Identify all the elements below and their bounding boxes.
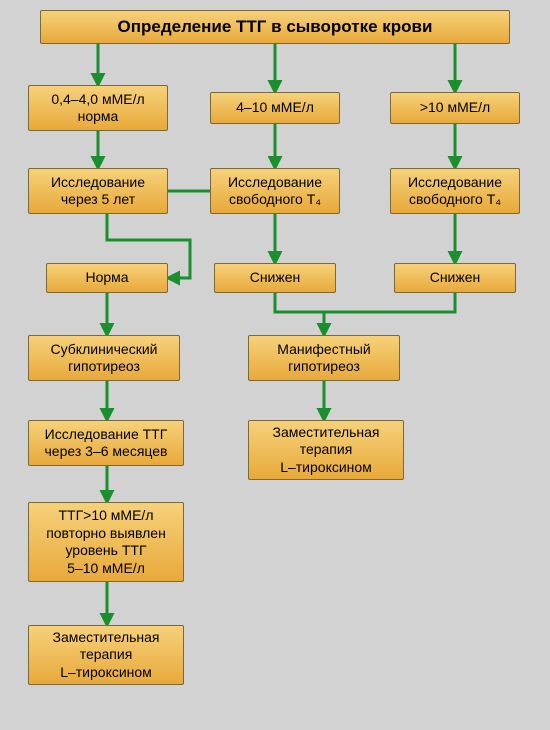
node-invt4a: Исследование свободного Т₄ xyxy=(210,168,340,214)
node-subclin: Субклинический гипотиреоз xyxy=(28,335,180,381)
node-label: Манифестный гипотиреоз xyxy=(277,341,371,376)
node-label: Субклинический гипотиреоз xyxy=(51,341,158,376)
node-range2: 4–10 мМЕ/л xyxy=(210,92,340,124)
node-range3: >10 мМЕ/л xyxy=(390,92,520,124)
node-label: >10 мМЕ/л xyxy=(420,99,490,117)
edge xyxy=(275,293,324,335)
node-label: ТТГ>10 мМЕ/л повторно выявлен уровень ТТ… xyxy=(46,507,166,577)
node-label: Снижен xyxy=(430,269,481,287)
node-therapy2: Заместительная терапия L–тироксином xyxy=(248,420,404,480)
node-title: Определение ТТГ в сыворотке крови xyxy=(40,10,510,44)
node-therapy1: Заместительная терапия L–тироксином xyxy=(28,625,184,685)
node-label: 0,4–4,0 мМЕ/л норма xyxy=(51,91,144,126)
node-low2: Снижен xyxy=(394,263,516,293)
node-low1: Снижен xyxy=(214,263,336,293)
node-label: Исследование свободного Т₄ xyxy=(228,174,322,209)
flowchart-canvas: Определение ТТГ в сыворотке крови 0,4–4,0… xyxy=(0,0,550,730)
node-label: Определение ТТГ в сыворотке крови xyxy=(118,16,433,37)
node-label: Исследование ТТГ через 3–6 месяцев xyxy=(45,426,168,461)
node-label: 4–10 мМЕ/л xyxy=(236,99,314,117)
node-label: Заместительная терапия L–тироксином xyxy=(272,424,379,477)
node-inv5: Исследование через 5 лет xyxy=(28,168,168,214)
node-label: Снижен xyxy=(250,269,301,287)
node-normal: Норма xyxy=(46,263,168,293)
node-label: Норма xyxy=(85,269,128,287)
node-label: Исследование через 5 лет xyxy=(51,174,145,209)
node-invt4b: Исследование свободного Т₄ xyxy=(390,168,520,214)
node-manifest: Манифестный гипотиреоз xyxy=(248,335,400,381)
node-label: Исследование свободного Т₄ xyxy=(408,174,502,209)
node-label: Заместительная терапия L–тироксином xyxy=(52,629,159,682)
node-invttg: Исследование ТТГ через 3–6 месяцев xyxy=(28,420,184,466)
node-range1: 0,4–4,0 мМЕ/л норма xyxy=(28,85,168,131)
edge xyxy=(324,293,455,312)
node-ttg10: ТТГ>10 мМЕ/л повторно выявлен уровень ТТ… xyxy=(28,502,184,582)
